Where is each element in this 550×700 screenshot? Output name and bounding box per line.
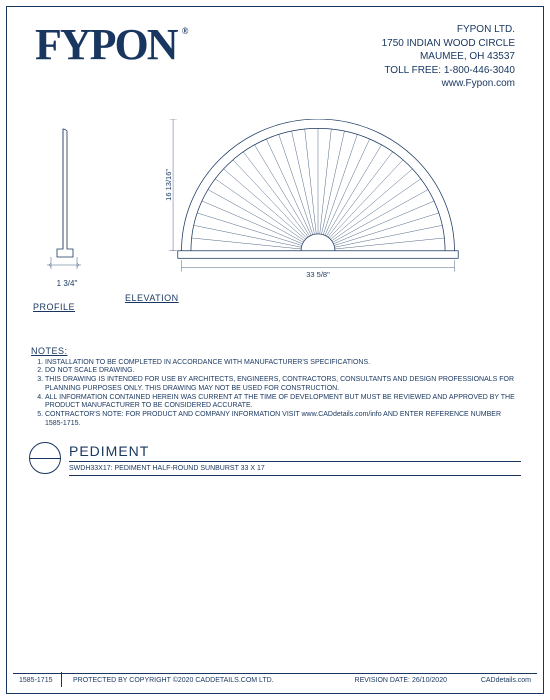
note-item: CONTRACTOR'S NOTE: FOR PRODUCT AND COMPA… [45, 411, 519, 429]
note-item: INSTALLATION TO BE COMPLETED IN ACCORDAN… [45, 359, 519, 368]
note-item: DO NOT SCALE DRAWING. [45, 367, 519, 376]
note-item: ALL INFORMATION CONTAINED HEREIN WAS CUR… [45, 394, 519, 412]
footer-ref: 1585-1715 [19, 677, 52, 684]
company-addr1: 1750 INDIAN WOOD CIRCLE [382, 37, 515, 51]
notes-section: NOTES: INSTALLATION TO BE COMPLETED IN A… [7, 320, 543, 433]
notes-header: NOTES: [31, 346, 519, 356]
company-addr2: MAUMEE, OH 43537 [382, 50, 515, 64]
dim-depth: 1 3/4" [57, 279, 78, 288]
svg-text:16 13/16": 16 13/16" [164, 168, 173, 200]
footer-revision: REVISION DATE: 26/10/2020 [355, 677, 447, 684]
footer-bar: 1585-1715 PROTECTED BY COPYRIGHT ©2020 C… [13, 673, 537, 687]
footer-copyright: PROTECTED BY COPYRIGHT ©2020 CADDETAILS.… [73, 677, 274, 684]
elevation-drawing: 16 13/16" 33 5/8" [158, 119, 478, 279]
profile-drawing [43, 119, 91, 279]
company-logo: FYPON® [35, 23, 177, 91]
company-name: FYPON LTD. [382, 23, 515, 37]
note-item: THIS DRAWING IS INTENDED FOR USE BY ARCH… [45, 376, 519, 394]
company-tollfree: TOLL FREE: 1-800-446-3040 [382, 64, 515, 78]
company-web: www.Fypon.com [382, 77, 515, 91]
profile-label: PROFILE [33, 302, 75, 312]
footer-site: CADdetails.com [481, 677, 531, 684]
notes-list: INSTALLATION TO BE COMPLETED IN ACCORDAN… [45, 359, 519, 429]
drawing-title: PEDIMENT [69, 441, 521, 462]
company-address-block: FYPON LTD. 1750 INDIAN WOOD CIRCLE MAUME… [382, 23, 515, 91]
drawing-subtitle: SWDH33X17: PEDIMENT HALF-ROUND SUNBURST … [69, 462, 521, 476]
elevation-label: ELEVATION [125, 293, 179, 303]
svg-text:33 5/8": 33 5/8" [306, 270, 330, 279]
detail-marker-icon [29, 442, 61, 474]
